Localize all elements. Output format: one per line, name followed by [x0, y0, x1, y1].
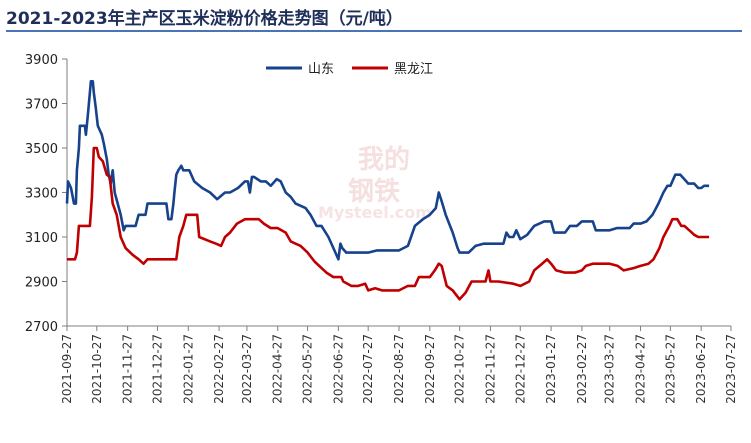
series-lines: [65, 80, 710, 301]
x-tick-label: 2021-09-27: [60, 334, 74, 404]
x-tick-label: 2022-05-27: [301, 334, 315, 404]
y-tick-label: 3700: [25, 98, 58, 113]
x-tick-label: 2022-07-27: [361, 334, 375, 404]
x-tick-label: 2023-03-27: [603, 334, 617, 404]
x-tick-label: 2021-12-27: [150, 334, 164, 404]
x-tick-label: 2023-02-27: [575, 334, 589, 404]
x-tick-label: 2022-10-27: [453, 334, 467, 404]
x-tick-label: 2022-06-27: [331, 334, 345, 404]
x-tick-label: 2023-04-27: [634, 334, 648, 404]
legend-label: 山东: [308, 62, 334, 77]
x-tick-label: 2021-11-27: [121, 334, 135, 404]
y-tick-label: 2700: [25, 320, 58, 335]
svg-text:我的: 我的: [358, 144, 410, 175]
x-tick-label: 2022-01-27: [181, 334, 195, 404]
x-tick-label: 2022-11-27: [483, 334, 497, 404]
x-tick-label: 2022-04-27: [271, 334, 285, 404]
x-tick-label: 2022-02-27: [212, 334, 226, 404]
x-tick-label: 2023-01-27: [544, 334, 558, 404]
x-tick-label: 2022-03-27: [240, 334, 254, 404]
y-tick-label: 3500: [25, 142, 58, 157]
legend: 山东 黑龙江: [266, 62, 433, 77]
y-tick-label: 3900: [25, 53, 58, 68]
x-tick-label: 2023-07-27: [724, 334, 738, 404]
chart-title: 2021-2023年主产区玉米淀粉价格走势图（元/吨）: [6, 9, 403, 29]
title-underline: [6, 30, 742, 32]
svg-text:Mysteel.com: Mysteel.com: [318, 203, 432, 222]
x-tick-label: 2023-05-27: [663, 334, 677, 404]
axes: 2700 2900 3100 3300 3500 3700 3900 2021-09-27 20…: [25, 53, 738, 404]
y-tick-label: 3100: [25, 231, 58, 246]
x-tick-label: 2023-06-27: [694, 334, 708, 404]
x-tick-label: 2022-12-27: [513, 334, 527, 404]
x-tick-label: 2022-09-27: [423, 334, 437, 404]
x-tick-label: 2021-10-27: [90, 334, 104, 404]
y-tick-label: 2900: [25, 276, 58, 291]
watermark: 我的 钢铁 Mysteel.com: [318, 144, 432, 222]
x-tick-label: 2022-08-27: [392, 334, 406, 404]
y-tick-label: 3300: [25, 187, 58, 202]
series-line-1: [67, 146, 710, 301]
legend-label: 黑龙江: [394, 62, 433, 77]
svg-text:钢铁: 钢铁: [348, 176, 400, 207]
